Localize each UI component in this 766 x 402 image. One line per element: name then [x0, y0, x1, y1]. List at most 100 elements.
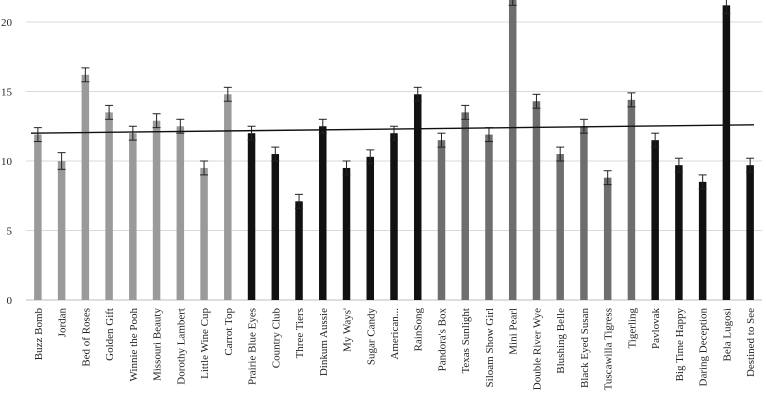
bar	[271, 154, 280, 300]
category-label: Missouri Beauty	[152, 308, 164, 382]
bar	[722, 5, 731, 300]
category-label: Jordan	[57, 308, 69, 338]
error-bar	[271, 146, 280, 162]
trendline	[30, 124, 755, 134]
category-label: RainSong	[413, 308, 425, 352]
bar	[342, 167, 351, 300]
bar	[390, 133, 398, 300]
error-bar	[698, 174, 707, 190]
error-bar	[532, 93, 541, 109]
bar	[152, 120, 161, 300]
bar	[247, 133, 256, 300]
category-label: Three Tiers	[294, 308, 306, 358]
bar	[319, 126, 327, 300]
category-label: Country Club	[270, 308, 282, 369]
error-bar	[413, 86, 422, 102]
category-label: Blushing Belle	[555, 308, 567, 374]
error-bar	[247, 125, 256, 141]
y-tick-label: 5	[7, 226, 13, 238]
bar	[366, 156, 375, 300]
bar	[508, 0, 517, 300]
category-label: Pavlovak	[650, 308, 662, 349]
error-bar	[200, 160, 209, 176]
bar	[57, 161, 66, 300]
error-bar	[342, 160, 351, 176]
bar	[81, 74, 90, 300]
error-bar	[57, 152, 66, 170]
bar	[461, 112, 469, 300]
bar	[556, 154, 564, 300]
category-label: American...	[389, 308, 401, 360]
y-tick-label: 0	[7, 295, 13, 307]
error-bar	[33, 127, 42, 143]
category-label: Little Wine Cup	[199, 308, 211, 379]
category-label: Big Time Happy	[674, 308, 686, 382]
y-axis-ticks: 0 5 10 15 20	[1, 17, 13, 307]
y-tick-label: 20	[1, 17, 13, 29]
bar	[532, 101, 541, 300]
error-bar	[223, 86, 232, 102]
category-label: Mini Pearl	[508, 308, 520, 355]
category-label: Prairie Blue Eyes	[247, 308, 259, 385]
bar	[295, 201, 303, 300]
error-bar	[318, 118, 327, 134]
bar	[176, 126, 185, 300]
bars	[34, 0, 754, 300]
category-label: Dinkum Aussie	[318, 308, 330, 376]
bar	[698, 181, 707, 300]
error-bar	[674, 157, 683, 173]
x-axis-labels: Buzz Bomb Jordan Bed of Roses Golden Gift Wi…	[33, 308, 757, 391]
category-label: Pandora's Box	[436, 308, 448, 372]
category-label: Golden Gift	[104, 308, 116, 361]
error-bar	[105, 104, 114, 120]
category-label: Carrot Top	[223, 308, 235, 356]
error-bar	[603, 170, 612, 186]
bar	[200, 167, 208, 300]
error-bar	[722, 0, 731, 15]
bar	[746, 165, 754, 300]
category-label: My Ways'	[342, 308, 354, 352]
bar	[675, 165, 683, 300]
category-label: Bed of Roses	[80, 308, 92, 367]
category-label: Tuscawilla Tigress	[603, 308, 615, 390]
error-bar	[461, 104, 470, 120]
y-tick-label: 10	[1, 156, 13, 168]
bar	[627, 99, 636, 300]
category-label: Buzz Bomb	[33, 308, 45, 361]
category-label: Dorothy Lambert	[175, 308, 187, 385]
category-label: Double River Wye	[531, 308, 543, 390]
error-bar	[81, 67, 90, 83]
bar	[580, 126, 588, 300]
trendline-line	[30, 124, 755, 134]
bar	[105, 112, 113, 300]
bar	[603, 177, 612, 300]
error-bar	[437, 132, 446, 148]
category-label: Bela Lugosi	[721, 308, 733, 361]
bar	[34, 134, 42, 300]
error-bar	[556, 146, 565, 162]
category-label: Black Eyed Susan	[579, 308, 591, 389]
error-bar	[295, 193, 304, 209]
error-bar	[152, 113, 161, 129]
category-label: Siloam Show Girl	[484, 308, 496, 387]
category-label: Winnie the Pooh	[128, 308, 140, 382]
bar	[485, 134, 493, 300]
bar	[437, 140, 446, 300]
error-bars	[33, 0, 755, 209]
bar	[651, 140, 659, 300]
bar	[224, 94, 232, 300]
category-label: Texas Sunlight	[460, 308, 472, 374]
error-bar	[508, 0, 517, 6]
error-bar	[651, 132, 660, 148]
bar	[129, 133, 137, 300]
error-bar	[366, 149, 375, 165]
category-label: Sugar Candy	[365, 308, 377, 366]
error-bar	[128, 125, 137, 141]
error-bar	[746, 157, 755, 173]
category-label: Daring Deception	[698, 308, 710, 387]
error-bar	[627, 92, 636, 108]
y-tick-label: 15	[1, 87, 13, 99]
bar	[413, 94, 422, 300]
category-label: Tigerling	[626, 308, 638, 349]
